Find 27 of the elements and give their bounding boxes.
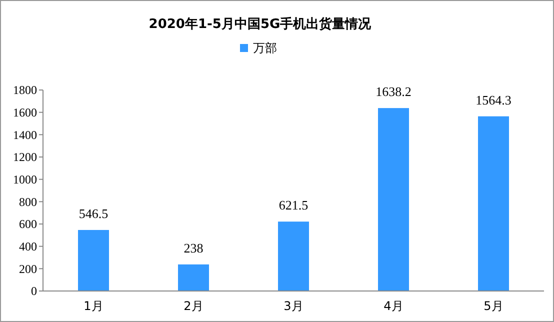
- bar: [178, 264, 209, 291]
- x-tick-label: 4月: [384, 299, 404, 313]
- x-tick-label: 5月: [484, 299, 504, 313]
- data-label: 621.5: [278, 198, 308, 213]
- y-tick-label: 1000: [13, 172, 37, 187]
- y-tick-label: 1800: [13, 83, 37, 98]
- data-label: 238: [184, 240, 204, 256]
- data-label: 546.5: [78, 206, 108, 221]
- y-tick-label: 200: [19, 262, 37, 276]
- bar: [278, 222, 309, 291]
- y-tick-label: 1600: [13, 106, 37, 120]
- data-label: 1564.3: [476, 92, 512, 108]
- legend-label: 万部: [253, 41, 277, 55]
- x-tick-label: 3月: [284, 299, 304, 313]
- y-tick-label: 400: [19, 240, 37, 254]
- y-tick-label: 1400: [13, 128, 37, 142]
- bar: [78, 230, 109, 291]
- x-tick-label: 2月: [184, 299, 204, 313]
- bar: [478, 116, 509, 291]
- y-tick-label: 1200: [13, 150, 37, 164]
- bar: [378, 108, 409, 291]
- y-tick-label: 0: [31, 284, 37, 298]
- y-tick-label: 600: [19, 217, 37, 232]
- x-tick-label: 1月: [84, 299, 104, 313]
- data-label: 1638.2: [376, 84, 412, 100]
- chart-title: 2020年1-5月中国5G手机出货量情况: [148, 16, 372, 32]
- y-tick-label: 800: [19, 194, 37, 209]
